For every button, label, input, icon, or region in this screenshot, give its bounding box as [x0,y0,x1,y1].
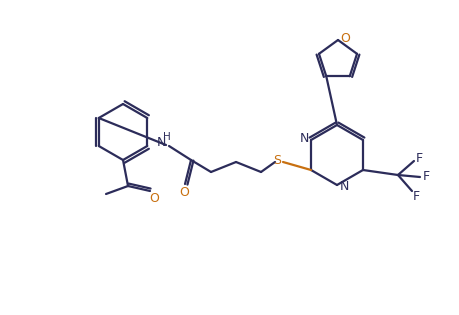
Text: O: O [340,32,350,45]
Text: S: S [273,153,281,167]
Text: N: N [299,131,309,145]
Text: N: N [339,180,349,192]
Text: O: O [179,186,189,199]
Text: N: N [157,136,166,150]
Text: F: F [422,170,430,184]
Text: F: F [413,191,420,203]
Text: F: F [415,152,423,164]
Text: O: O [149,192,159,204]
Text: H: H [163,132,171,142]
